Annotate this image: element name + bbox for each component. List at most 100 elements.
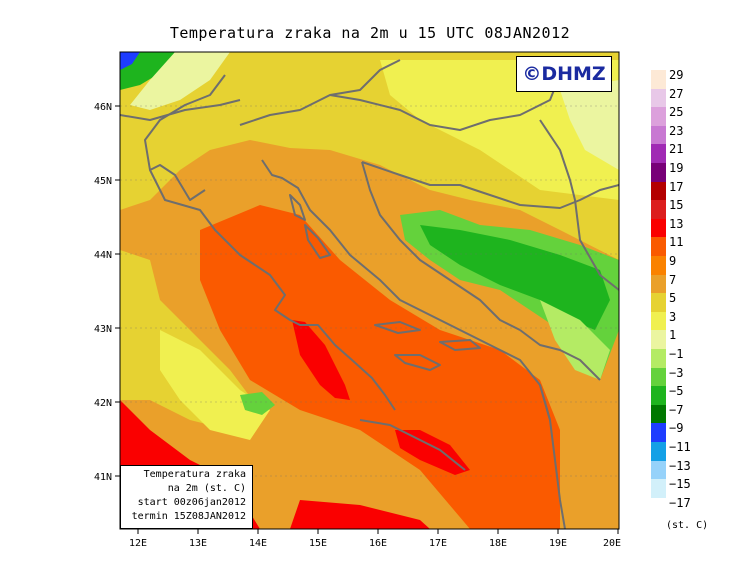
info-line-start: start 00z06jan2012: [137, 497, 246, 508]
alps-cold: [120, 52, 175, 90]
legend-swatch: [651, 256, 666, 275]
lat-label-42n: 42N: [94, 398, 112, 409]
italy-pale: [160, 330, 270, 440]
lat-label-44n: 44N: [94, 250, 112, 261]
legend-label: 19: [669, 161, 684, 175]
alps-pale: [130, 52, 230, 110]
legend-swatch: [651, 349, 666, 368]
legend-swatch: [651, 367, 666, 387]
legend-label: 15: [669, 198, 684, 213]
lon-label-12e: 12E: [129, 538, 147, 549]
island-korcula: [394, 354, 441, 371]
adriatic-hot-patch-1: [292, 320, 350, 400]
legend-label: −9: [669, 421, 684, 436]
legend-swatch: [651, 293, 666, 312]
island-brac: [439, 339, 481, 351]
info-line-units: na 2m (st. C): [167, 483, 246, 494]
legend-label: −1: [669, 347, 684, 361]
legend-label: 17: [669, 179, 684, 194]
south-hot-strip: [290, 500, 430, 529]
legend-swatch: [651, 163, 666, 182]
austria-border: [120, 99, 241, 121]
dhmz-logo: ©DHMZ: [516, 56, 612, 92]
legend-swatch: [651, 107, 666, 126]
legend-label: −3: [669, 365, 684, 380]
legend-label: −17: [669, 495, 691, 510]
legend-label: −15: [669, 477, 691, 492]
legend-label: 29: [669, 68, 684, 82]
plot-frame: [119, 51, 620, 530]
legend-label: 5: [669, 291, 677, 306]
lon-label-18e: 18E: [489, 538, 507, 549]
adriatic-hot-patch-2: [395, 430, 470, 475]
land-temperature-pale: [380, 60, 619, 200]
legend-swatch: [651, 460, 666, 480]
montenegro-border: [519, 329, 601, 381]
italy-inner-coast: [144, 74, 226, 171]
island-cres: [304, 224, 331, 259]
legend-label: 9: [669, 254, 677, 268]
legend-label: −7: [669, 402, 684, 417]
legend-swatch: [651, 330, 666, 349]
balkan-pale-green: [540, 300, 610, 380]
legend-label: 21: [669, 142, 684, 157]
legend-label: −11: [669, 440, 691, 454]
legend-swatch: [651, 442, 666, 461]
island-hvar: [374, 321, 421, 334]
lon-label-17e: 17E: [429, 538, 447, 549]
info-line-valid: termin 15Z08JAN2012: [131, 511, 246, 522]
lon-label-19e: 19E: [549, 538, 567, 549]
legend-swatch: [651, 479, 666, 498]
alps-coldest: [120, 52, 140, 70]
legend-swatch: [651, 70, 666, 89]
bosnia-border: [361, 161, 521, 331]
legend-swatch: [651, 404, 666, 424]
albania-coast: [539, 384, 566, 529]
serbia-border: [539, 119, 619, 291]
land-temperature-pale-east: [560, 80, 619, 170]
legend-label: 11: [669, 235, 684, 250]
legend-swatch: [651, 181, 666, 201]
italy-green-spot: [240, 392, 275, 415]
legend-label: 7: [669, 272, 677, 287]
legend-label: 27: [669, 86, 684, 101]
lon-label-13e: 13E: [189, 538, 207, 549]
legend-swatch: [651, 497, 666, 517]
map-title: Temperatura zraka na 2m u 15 UTC 08JAN20…: [169, 24, 571, 42]
lon-label-20e: 20E: [603, 538, 621, 549]
legend-swatch: [651, 144, 666, 163]
legend-swatch: [651, 311, 666, 331]
lat-label-46n: 46N: [94, 102, 112, 113]
legend-label: 23: [669, 123, 684, 138]
info-box: Temperatura zraka na 2m (st. C) start 00…: [120, 465, 253, 529]
island-krk: [289, 194, 306, 221]
lat-label-45n: 45N: [94, 176, 112, 187]
lon-label-15e: 15E: [309, 538, 327, 549]
lat-label-41n: 41N: [94, 472, 112, 483]
legend-label: −13: [669, 458, 691, 473]
legend-label: −5: [669, 384, 684, 399]
legend-label: 13: [669, 216, 684, 231]
lon-label-14e: 14E: [249, 538, 267, 549]
balkan-colder-area: [420, 225, 610, 330]
gargano-coast: [359, 419, 466, 471]
legend-swatch: [651, 237, 666, 256]
croatian-coastline: [261, 159, 551, 421]
lon-label-16e: 16E: [369, 538, 387, 549]
adriatic-sea-warm: [200, 205, 560, 529]
info-line-variable: Temperatura zraka: [143, 469, 246, 480]
legend-label: 1: [669, 328, 677, 343]
legend-swatch: [651, 423, 666, 442]
legend-swatch: [651, 125, 666, 145]
legend-swatch: [651, 218, 666, 238]
legend-swatch: [651, 88, 666, 108]
legend-swatch: [651, 386, 666, 405]
lat-label-43n: 43N: [94, 324, 112, 335]
italy-east-coastline: [149, 164, 396, 411]
legend-units: (st. C): [666, 520, 709, 531]
legend-swatch: [651, 200, 666, 219]
legend-label: 3: [669, 309, 677, 324]
legend-swatch: [651, 274, 666, 294]
legend-label: 25: [669, 105, 684, 120]
